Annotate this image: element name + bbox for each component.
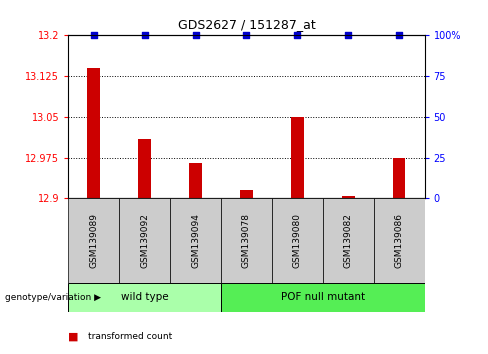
Bar: [170, 198, 221, 283]
Bar: [221, 198, 272, 283]
Text: GSM139078: GSM139078: [242, 213, 251, 268]
Point: [90, 33, 98, 38]
Bar: [272, 198, 323, 283]
Bar: [393, 158, 406, 198]
Point: [243, 33, 250, 38]
Text: GSM139094: GSM139094: [191, 213, 200, 268]
Bar: [87, 68, 100, 198]
Bar: [189, 163, 202, 198]
Point: [141, 33, 148, 38]
Bar: [374, 198, 425, 283]
Bar: [221, 283, 425, 312]
Bar: [291, 117, 304, 198]
Text: GSM139086: GSM139086: [395, 213, 404, 268]
Text: GSM139092: GSM139092: [140, 213, 149, 268]
Text: genotype/variation ▶: genotype/variation ▶: [5, 293, 101, 302]
Bar: [342, 195, 355, 198]
Point: [345, 33, 352, 38]
Text: transformed count: transformed count: [88, 332, 172, 341]
Title: GDS2627 / 151287_at: GDS2627 / 151287_at: [178, 18, 315, 32]
Bar: [240, 190, 253, 198]
Text: POF null mutant: POF null mutant: [281, 292, 365, 302]
Bar: [138, 138, 151, 198]
Text: GSM139080: GSM139080: [293, 213, 302, 268]
Bar: [68, 198, 119, 283]
Point: [192, 33, 200, 38]
Text: GSM139082: GSM139082: [344, 213, 353, 268]
Text: wild type: wild type: [121, 292, 168, 302]
Text: ■: ■: [68, 331, 79, 341]
Bar: [119, 198, 170, 283]
Point: [395, 33, 403, 38]
Bar: [68, 283, 221, 312]
Bar: [323, 198, 374, 283]
Text: GSM139089: GSM139089: [89, 213, 98, 268]
Point: [293, 33, 301, 38]
